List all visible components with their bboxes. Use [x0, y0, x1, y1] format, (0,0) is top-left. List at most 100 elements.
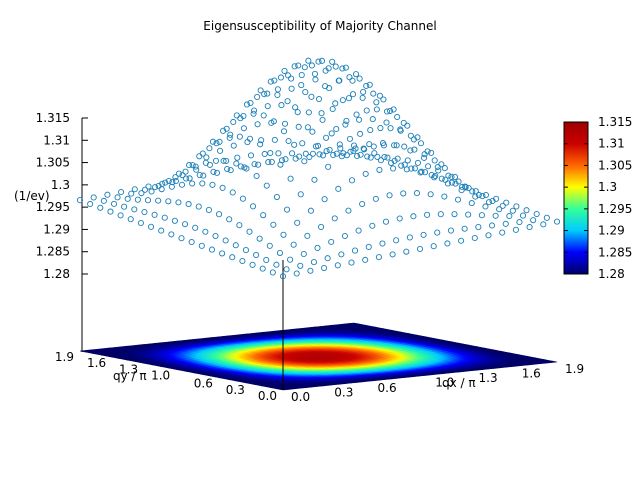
surface-point	[278, 102, 285, 109]
surface-point	[301, 64, 308, 71]
surface-point	[329, 105, 336, 113]
surface-point	[414, 134, 421, 141]
surface-point	[267, 149, 274, 157]
surface-point	[110, 200, 118, 207]
surface-point	[478, 212, 485, 219]
y-tick-label: 1.9	[55, 350, 74, 364]
surface-point	[233, 112, 240, 119]
surface-point	[364, 153, 371, 160]
surface-point	[138, 190, 145, 197]
surface-point	[305, 57, 312, 64]
surface-point	[356, 75, 363, 82]
surface-point	[359, 200, 366, 208]
surface-point	[333, 150, 340, 157]
surface-point	[318, 57, 326, 64]
surface-point	[434, 229, 441, 236]
surface-point	[493, 195, 500, 202]
z-tick-label: 1.305	[36, 156, 70, 170]
surface-point	[162, 179, 169, 186]
surface-point	[496, 206, 503, 213]
surface-point	[131, 206, 138, 213]
surface-point	[503, 199, 510, 206]
surface-point	[406, 234, 413, 241]
surface-point	[382, 218, 390, 225]
surface-point	[189, 162, 196, 169]
x-tick-label: 1.9	[565, 362, 584, 376]
surface-point	[131, 186, 138, 193]
surface-point	[216, 138, 223, 145]
surface-point	[273, 193, 280, 201]
surface-point	[357, 151, 364, 158]
surface-point	[311, 176, 318, 183]
surface-point	[264, 90, 271, 97]
surface-point	[442, 176, 449, 183]
surface-point	[209, 138, 216, 145]
surface-point	[365, 243, 372, 250]
surface-point	[417, 169, 424, 176]
surface-point	[347, 148, 354, 155]
surface-point	[300, 250, 307, 258]
surface-point	[291, 63, 298, 70]
surface-point	[298, 82, 305, 89]
surface-point	[247, 99, 254, 107]
surface-point	[147, 223, 155, 230]
surface-point	[376, 166, 383, 173]
colorbar-tick-label: 1.285	[598, 245, 632, 259]
surface-point	[435, 167, 442, 174]
surface-point	[145, 183, 152, 190]
surface-point	[216, 147, 224, 154]
surface-point	[215, 211, 223, 218]
surface-point	[172, 174, 179, 181]
surface-point	[421, 151, 428, 158]
surface-point	[237, 163, 244, 170]
surface-point	[543, 214, 550, 221]
surface-point	[319, 116, 326, 123]
surface-point	[244, 139, 251, 146]
surface-point	[293, 270, 300, 277]
surface-point	[192, 163, 199, 170]
surface-point	[363, 107, 370, 114]
surface-point	[212, 232, 219, 240]
colorbar-tick-label: 1.3	[598, 180, 617, 194]
surface-point	[326, 146, 333, 153]
surface-point	[239, 257, 246, 265]
surface-point	[271, 77, 278, 84]
surface-point	[359, 94, 366, 101]
surface-point	[321, 264, 328, 272]
surface-point	[223, 157, 230, 164]
surface-point	[209, 181, 216, 188]
surface-point	[499, 202, 506, 209]
surface-point	[461, 225, 468, 232]
surface-point	[411, 146, 418, 153]
z-tick-label: 1.31	[43, 133, 70, 147]
surface-point	[380, 142, 388, 149]
surface-point	[373, 106, 380, 113]
y-tick-label: 1.3	[119, 362, 138, 376]
surface-point	[277, 74, 285, 81]
surface-point	[288, 85, 295, 92]
surface-point	[158, 186, 165, 193]
surface-point	[428, 171, 435, 179]
x-tick-label: 1.0	[435, 375, 454, 389]
surface-point	[134, 196, 141, 203]
surface-point	[319, 152, 327, 159]
surface-point	[273, 261, 280, 268]
surface-point	[117, 212, 124, 219]
surface-point	[258, 137, 265, 144]
surface-point	[369, 116, 376, 123]
surface-point	[309, 128, 316, 135]
surface-point	[76, 197, 84, 204]
surface-point	[451, 173, 459, 180]
surface-point	[172, 178, 179, 185]
surface-point	[360, 88, 367, 95]
surface-point	[342, 64, 349, 71]
surface-point	[336, 77, 343, 84]
surface-point	[316, 151, 323, 158]
surface-point	[230, 118, 237, 126]
surface-point	[506, 212, 513, 220]
surface-point	[219, 250, 226, 257]
surface-point	[233, 160, 240, 167]
surface-point	[331, 215, 338, 222]
surface-point	[367, 154, 374, 161]
surface-point	[152, 184, 159, 191]
